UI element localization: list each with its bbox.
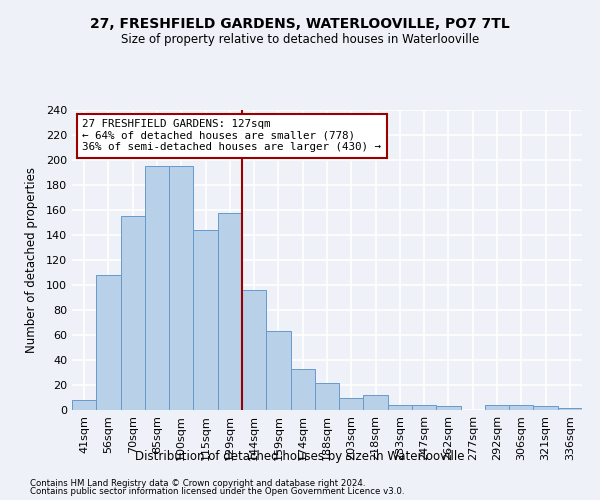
Text: Distribution of detached houses by size in Waterlooville: Distribution of detached houses by size … <box>135 450 465 463</box>
Bar <box>436 406 461 410</box>
Bar <box>533 406 558 410</box>
Text: 27 FRESHFIELD GARDENS: 127sqm
← 64% of detached houses are smaller (778)
36% of : 27 FRESHFIELD GARDENS: 127sqm ← 64% of d… <box>82 119 381 152</box>
Bar <box>72 400 96 410</box>
Bar <box>364 395 388 410</box>
Bar <box>485 405 509 410</box>
Bar <box>315 382 339 410</box>
Bar <box>218 212 242 410</box>
Bar <box>412 405 436 410</box>
Text: Size of property relative to detached houses in Waterlooville: Size of property relative to detached ho… <box>121 32 479 46</box>
Text: Contains public sector information licensed under the Open Government Licence v3: Contains public sector information licen… <box>30 487 404 496</box>
Bar <box>121 216 145 410</box>
Bar <box>169 166 193 410</box>
Text: 27, FRESHFIELD GARDENS, WATERLOOVILLE, PO7 7TL: 27, FRESHFIELD GARDENS, WATERLOOVILLE, P… <box>90 18 510 32</box>
Text: Contains HM Land Registry data © Crown copyright and database right 2024.: Contains HM Land Registry data © Crown c… <box>30 478 365 488</box>
Bar <box>339 398 364 410</box>
Bar <box>145 166 169 410</box>
Bar <box>242 290 266 410</box>
Y-axis label: Number of detached properties: Number of detached properties <box>25 167 38 353</box>
Bar <box>193 230 218 410</box>
Bar <box>388 405 412 410</box>
Bar <box>290 369 315 410</box>
Bar <box>509 405 533 410</box>
Bar <box>266 331 290 410</box>
Bar <box>558 408 582 410</box>
Bar <box>96 275 121 410</box>
